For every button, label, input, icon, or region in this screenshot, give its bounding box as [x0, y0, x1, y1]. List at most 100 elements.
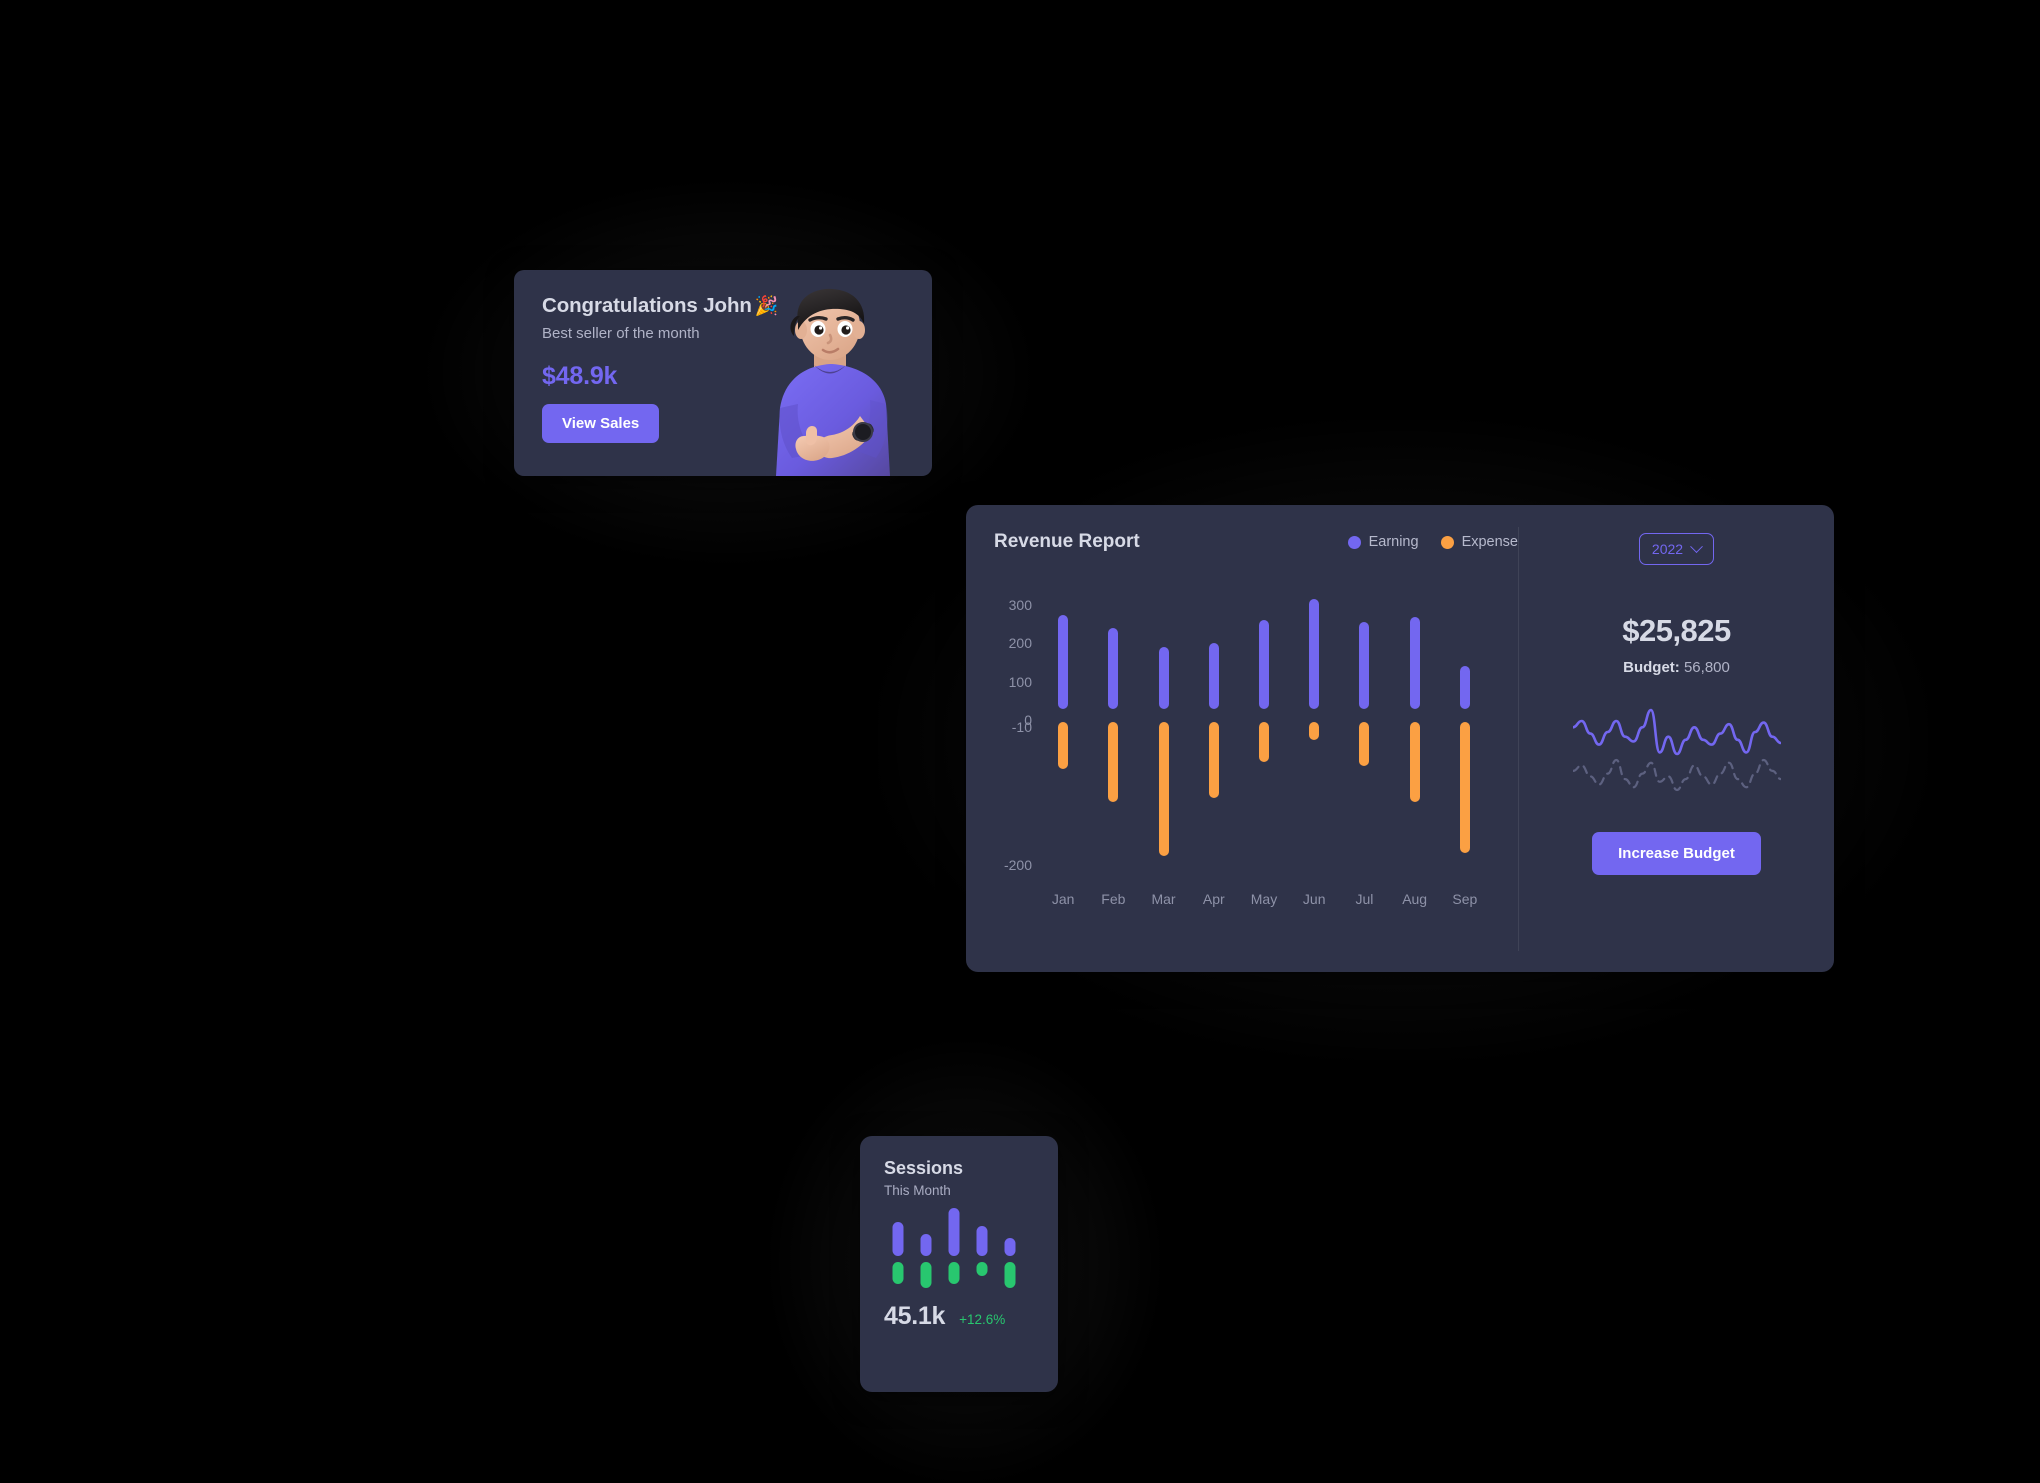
bar-group[interactable]: [1088, 585, 1138, 885]
congratulations-amount: $48.9k: [542, 362, 618, 390]
bar-expense: [1108, 722, 1119, 802]
sessions-bar-group[interactable]: [968, 1216, 996, 1284]
sessions-bar-group[interactable]: [912, 1216, 940, 1288]
x-axis-label: Jul: [1355, 891, 1374, 907]
congratulations-subtitle: Best seller of the month: [542, 325, 700, 342]
bar-earning: [1158, 647, 1169, 709]
sessions-bar-top: [920, 1234, 932, 1256]
sessions-bar-bottom: [920, 1262, 932, 1288]
bar-expense: [1158, 722, 1169, 857]
bar-group[interactable]: [1390, 585, 1440, 885]
revenue-header: Revenue Report Earning Expense: [966, 505, 1526, 553]
sessions-subtitle: This Month: [884, 1183, 951, 1198]
y-axis-tick: 200: [1008, 635, 1032, 652]
revenue-budget-line: Budget: 56,800: [1623, 659, 1730, 676]
x-axis-label: Jan: [1051, 891, 1075, 907]
bar-earning: [1258, 620, 1269, 709]
budget-label: Budget:: [1623, 659, 1680, 676]
x-axis-label: Mar: [1151, 891, 1176, 907]
y-axis-tick: 0: [1024, 712, 1032, 728]
bar-group[interactable]: [1289, 585, 1339, 885]
party-popper-icon: 🎉: [754, 295, 779, 317]
bar-earning: [1309, 599, 1320, 709]
sessions-bar-group[interactable]: [940, 1208, 968, 1284]
bar-group[interactable]: [1189, 585, 1239, 885]
congratulations-title-text: Congratulations John: [542, 294, 752, 317]
legend-label-expense: Expense: [1461, 534, 1518, 550]
bar-earning: [1409, 616, 1420, 709]
bar-earning: [1459, 666, 1470, 709]
revenue-chart-panel: Revenue Report Earning Expense 300 200 10: [966, 505, 1518, 972]
y-axis-tick: -10: [1011, 719, 1032, 736]
sessions-bar-chart[interactable]: [884, 1208, 1024, 1288]
sessions-delta-badge: +12.6%: [959, 1312, 1006, 1327]
x-axis-label: Apr: [1202, 891, 1225, 907]
sessions-bar-bottom: [948, 1262, 960, 1284]
panel-divider: [1518, 527, 1519, 951]
bar-earning: [1108, 628, 1119, 709]
legend-item-expense[interactable]: Expense: [1440, 534, 1518, 550]
y-axis-tick: -200: [1003, 857, 1032, 873]
x-axis-label: May: [1250, 891, 1278, 907]
bar-group[interactable]: [1038, 585, 1088, 885]
sessions-footer: 45.1k +12.6%: [884, 1302, 1058, 1331]
x-axis-label: Aug: [1402, 891, 1428, 907]
year-select-value: 2022: [1651, 541, 1684, 557]
y-axis-tick: 300: [1008, 597, 1032, 613]
bar-expense: [1058, 722, 1069, 770]
legend-dot-earning: [1347, 535, 1361, 549]
bar-expense: [1208, 722, 1219, 799]
revenue-bar-chart[interactable]: 300 200 100 0 -10 -200 Jan Feb Mar Apr May Jun Jul A…: [966, 585, 1518, 945]
bar-expense: [1258, 722, 1269, 762]
sessions-bar-group[interactable]: [996, 1216, 1024, 1288]
bar-expense: [1359, 722, 1370, 766]
budget-sparkline-chart: [1572, 708, 1781, 792]
revenue-report-title: Revenue Report: [994, 531, 1140, 552]
revenue-legend: Earning Expense: [1347, 534, 1526, 550]
bar-chart-y-axis: 300 200 100 0 -10 -200: [984, 585, 1032, 885]
bar-expense: [1409, 722, 1420, 802]
sessions-bar-bottom: [892, 1262, 904, 1284]
bar-group[interactable]: [1440, 585, 1490, 885]
sessions-card: Sessions This Month 45.1k +12.6%: [860, 1136, 1058, 1392]
x-axis-label: Sep: [1452, 891, 1478, 907]
budget-value: 56,800: [1683, 659, 1730, 676]
bar-chart-plot-area: Jan Feb Mar Apr May Jun Jul Aug Sep: [1038, 585, 1490, 907]
bar-earning: [1058, 614, 1069, 709]
revenue-report-card: Revenue Report Earning Expense 300 200 10: [966, 505, 1834, 972]
chevron-down-icon: [1690, 539, 1703, 553]
sessions-bar-group[interactable]: [884, 1216, 912, 1284]
view-sales-button[interactable]: View Sales: [542, 404, 660, 443]
sessions-bar-bottom: [1004, 1262, 1016, 1288]
sessions-bar-top: [892, 1222, 904, 1256]
sessions-title: Sessions: [884, 1158, 964, 1178]
sessions-bar-bottom: [976, 1262, 988, 1276]
bar-expense: [1309, 722, 1320, 741]
legend-label-earning: Earning: [1368, 534, 1419, 550]
x-axis-label: Feb: [1101, 891, 1126, 907]
avatar-illustration: [776, 288, 890, 476]
bar-earning: [1208, 643, 1219, 709]
x-axis-label: Jun: [1302, 891, 1326, 907]
bar-group[interactable]: [1339, 585, 1389, 885]
increase-budget-button[interactable]: Increase Budget: [1592, 832, 1761, 875]
sessions-bar-top: [948, 1208, 960, 1256]
bar-earning: [1359, 622, 1370, 709]
year-select-dropdown[interactable]: 2022: [1638, 533, 1715, 565]
revenue-summary-panel: 2022 $25,825 Budget: 56,800 Increase Bud…: [1519, 505, 1834, 972]
revenue-card-split: Revenue Report Earning Expense 300 200 10: [966, 505, 1834, 972]
bar-expense: [1459, 722, 1470, 853]
sessions-bar-top: [1004, 1238, 1016, 1256]
revenue-amount: $25,825: [1622, 613, 1731, 648]
congratulations-title: Congratulations John 🎉: [542, 294, 932, 318]
legend-item-earning[interactable]: Earning: [1347, 534, 1419, 550]
sessions-bar-top: [976, 1226, 988, 1256]
congratulations-card-body: Congratulations John 🎉 Best seller of th…: [514, 270, 932, 443]
sessions-value: 45.1k: [884, 1302, 946, 1330]
bar-group[interactable]: [1239, 585, 1289, 885]
bar-group[interactable]: [1138, 585, 1188, 885]
y-axis-tick: 100: [1008, 673, 1032, 690]
legend-dot-expense: [1440, 535, 1454, 549]
congratulations-card: Congratulations John 🎉 Best seller of th…: [514, 270, 932, 476]
